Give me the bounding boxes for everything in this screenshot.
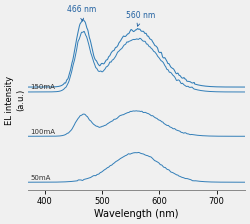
Text: 466 nm: 466 nm — [67, 5, 96, 21]
Text: 100mA: 100mA — [30, 129, 55, 135]
Text: 560 nm: 560 nm — [126, 11, 156, 26]
Text: 150mA: 150mA — [30, 84, 55, 90]
Y-axis label: EL intensity
(a.u.): EL intensity (a.u.) — [5, 76, 25, 125]
X-axis label: Wavelength (nm): Wavelength (nm) — [94, 209, 179, 219]
Text: 50mA: 50mA — [30, 174, 50, 181]
